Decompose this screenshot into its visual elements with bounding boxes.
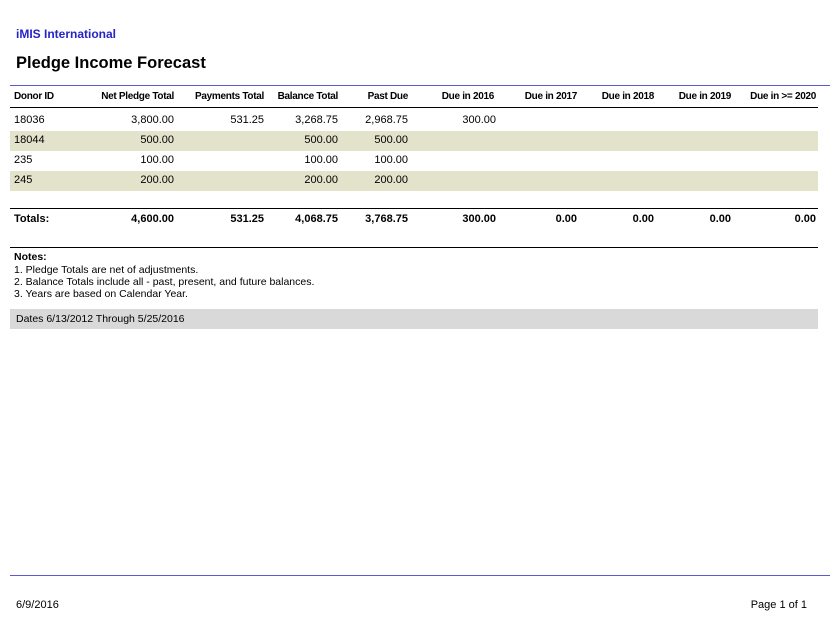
past-due-cell: 200.00 (374, 174, 408, 186)
totals-bottom-rule (10, 247, 818, 248)
footer-date: 6/9/2016 (16, 599, 59, 611)
total-due-2019: 0.00 (709, 213, 731, 225)
note-item: 3. Years are based on Calendar Year. (14, 288, 188, 300)
column-header-net-pledge-total: Net Pledge Total (101, 91, 174, 102)
past-due-cell: 2,968.75 (365, 114, 408, 126)
column-header-due-2017: Due in 2017 (524, 91, 578, 102)
donor-id-cell: 18044 (14, 134, 45, 146)
notes-heading: Notes: (14, 251, 47, 263)
balance-total-cell: 100.00 (304, 154, 338, 166)
header-bottom-rule (10, 107, 818, 108)
column-header-payments-total: Payments Total (195, 91, 264, 102)
column-header-due-2016: Due in 2016 (441, 91, 495, 102)
due-2016-cell: 300.00 (462, 114, 496, 126)
date-range: Dates 6/13/2012 Through 5/25/2016 (16, 313, 185, 325)
balance-total-cell: 200.00 (304, 174, 338, 186)
net-pledge-total-cell: 200.00 (140, 174, 174, 186)
net-pledge-total-cell: 500.00 (140, 134, 174, 146)
column-header-due-2018: Due in 2018 (601, 91, 655, 102)
balance-total-cell: 3,268.75 (295, 114, 338, 126)
report-title: Pledge Income Forecast (16, 54, 206, 72)
total-net-pledge: 4,600.00 (131, 213, 174, 225)
total-due-2017: 0.00 (555, 213, 577, 225)
totals-top-rule (10, 208, 818, 209)
donor-id-cell: 245 (14, 174, 33, 186)
date-range-bar (10, 309, 818, 329)
column-header-donor-id: Donor ID (14, 91, 54, 102)
footer-rule (10, 575, 830, 576)
donor-id-cell: 18036 (14, 114, 45, 126)
footer-page-number: Page 1 of 1 (750, 599, 807, 611)
total-due-2020-plus: 0.00 (794, 213, 816, 225)
payments-total-cell: 531.25 (230, 114, 264, 126)
balance-total-cell: 500.00 (304, 134, 338, 146)
total-due-2018: 0.00 (632, 213, 654, 225)
table-row: 235 100.00 100.00 100.00 (10, 151, 818, 171)
table-row: 18036 3,800.00 531.25 3,268.75 2,968.75 … (10, 111, 818, 131)
column-header-balance-total: Balance Total (277, 91, 339, 102)
total-past-due: 3,768.75 (365, 213, 408, 225)
total-due-2016: 300.00 (462, 213, 496, 225)
donor-id-cell: 235 (14, 154, 33, 166)
past-due-cell: 500.00 (374, 134, 408, 146)
totals-label: Totals: (14, 213, 50, 225)
column-header-due-2019: Due in 2019 (678, 91, 732, 102)
organization-name: iMIS International (16, 27, 117, 41)
total-payments: 531.25 (230, 213, 264, 225)
column-header-due-2020-plus: Due in >= 2020 (750, 91, 816, 102)
total-balance: 4,068.75 (295, 213, 338, 225)
net-pledge-total-cell: 3,800.00 (131, 114, 174, 126)
net-pledge-total-cell: 100.00 (140, 154, 174, 166)
note-item: 2. Balance Totals include all - past, pr… (14, 276, 315, 288)
table-row: 245 200.00 200.00 200.00 (10, 171, 818, 191)
column-header-past-due: Past Due (367, 91, 409, 102)
header-top-rule (10, 85, 830, 86)
note-item: 1. Pledge Totals are net of adjustments. (14, 264, 199, 276)
past-due-cell: 100.00 (374, 154, 408, 166)
table-row: 18044 500.00 500.00 500.00 (10, 131, 818, 151)
